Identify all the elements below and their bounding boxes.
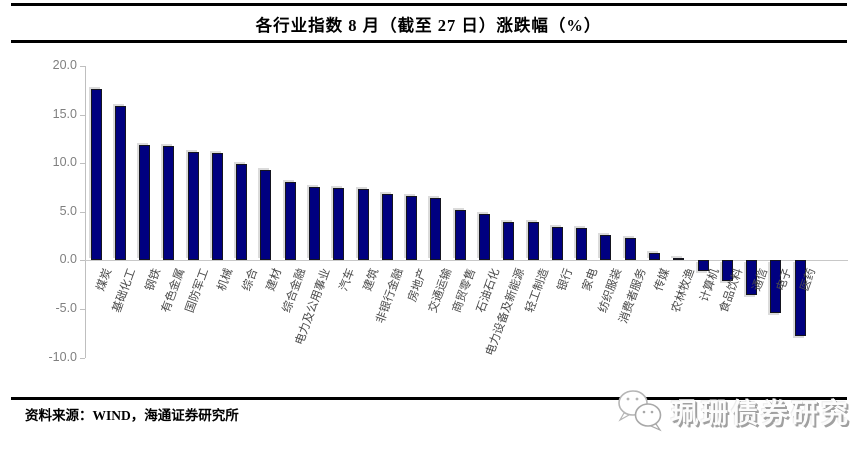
category-label: 综合 [240, 267, 260, 294]
category-label: 家电 [580, 267, 600, 294]
category-label: 钢铁 [143, 267, 163, 294]
category-label: 银行 [556, 267, 576, 294]
bar [333, 187, 345, 261]
y-axis-tick-label: 5.0 [59, 203, 77, 218]
footer-rule [11, 397, 847, 400]
bar [236, 164, 248, 261]
bar [624, 238, 636, 261]
bar [794, 260, 806, 337]
bar [357, 189, 369, 261]
y-axis-tick-label: -10.0 [48, 349, 78, 364]
y-axis-tick [80, 114, 85, 116]
bar [430, 198, 442, 261]
source-note: 资料来源：WIND，海通证券研究所 [25, 408, 239, 423]
x-axis-zero-line [85, 260, 848, 262]
category-label: 房地产 [406, 267, 430, 304]
bar [381, 194, 393, 261]
category-label: 机械 [216, 267, 236, 294]
y-axis-line [85, 66, 86, 358]
bar [260, 170, 272, 261]
bar [721, 260, 733, 281]
category-label: 汽车 [337, 267, 357, 294]
bar [697, 260, 709, 272]
category-label: 煤炭 [94, 267, 115, 294]
y-axis-tick-label: -5.0 [55, 301, 77, 315]
bar [284, 181, 296, 261]
y-axis-tick-label: 0.0 [59, 252, 77, 267]
bar [163, 145, 175, 261]
bar [211, 152, 223, 261]
category-label: 建筑 [362, 267, 382, 294]
y-axis-tick [80, 309, 85, 310]
y-axis-tick-label: 10.0 [52, 155, 77, 170]
bar [114, 105, 126, 261]
bar [503, 222, 515, 261]
y-axis-tick [80, 66, 85, 67]
bar [478, 213, 490, 261]
bar [309, 186, 321, 261]
bar [454, 209, 466, 261]
bar [527, 222, 539, 261]
y-axis-tick [80, 357, 85, 359]
category-label: 传媒 [653, 267, 673, 294]
wechat-icon [618, 390, 662, 432]
chart-title: 各行业指数 8 月（截至 27 日）涨跌幅（%） [255, 16, 602, 35]
bar [600, 235, 612, 261]
bar [576, 228, 588, 261]
bar [648, 252, 660, 261]
bar [746, 260, 758, 296]
bar [673, 258, 685, 261]
y-axis-tick [80, 211, 85, 213]
bar [187, 151, 199, 261]
y-axis-tick [80, 163, 85, 165]
y-axis-tick-label: 20.0 [52, 58, 77, 72]
y-axis-tick [80, 260, 85, 262]
bar [551, 227, 563, 261]
y-axis-tick-label: 15.0 [52, 106, 77, 121]
top-rule [11, 3, 847, 6]
bar [406, 196, 418, 261]
category-label: 建材 [264, 267, 285, 294]
brand-logo: 珮珊债券研究 [613, 386, 851, 436]
bar [139, 144, 151, 261]
bar [770, 260, 782, 313]
brand-name: 珮珊债券研究 [671, 398, 851, 429]
bar [90, 89, 102, 261]
title-bottom-rule [11, 40, 847, 43]
